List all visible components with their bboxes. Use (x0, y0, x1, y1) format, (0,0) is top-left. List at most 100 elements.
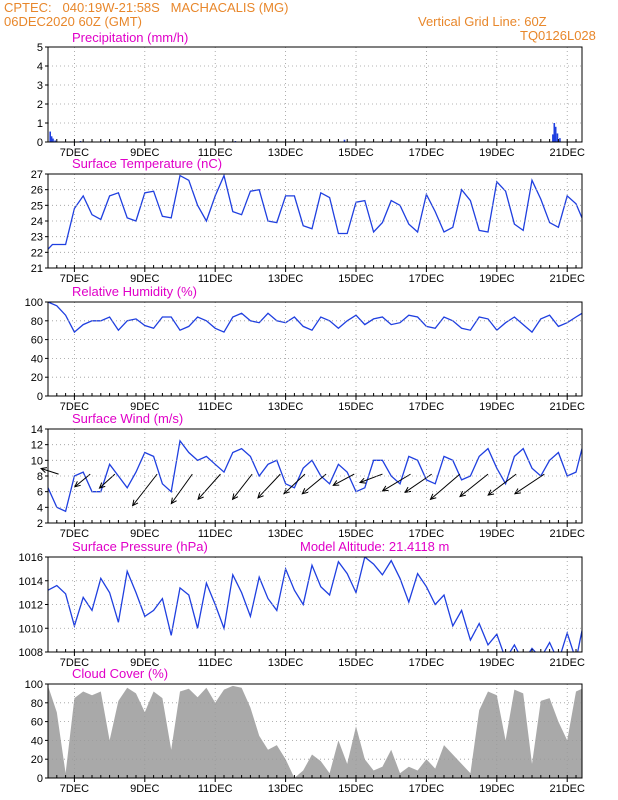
temperature-ytick-label: 24 (31, 216, 43, 228)
precipitation-ytick-label: 5 (37, 42, 43, 54)
humidity-ytick-label: 60 (31, 335, 43, 347)
pressure-xtick-label: 19DEC (479, 657, 515, 669)
wind-vector (333, 473, 355, 486)
precipitation-xtick-label: 17DEC (409, 147, 445, 159)
wind-vector (301, 473, 327, 495)
temperature-xtick-label: 17DEC (409, 273, 445, 285)
wind-vector-head (257, 492, 264, 499)
precipitation-title: Precipitation (mm/h) (72, 30, 188, 45)
wind-vector-head (170, 497, 177, 505)
wind-ytick-label: 4 (37, 502, 43, 514)
wind-vector (197, 473, 221, 500)
wind-xtick-label: 11DEC (198, 528, 233, 540)
precipitation-bar (343, 139, 346, 142)
humidity-title: Relative Humidity (%) (72, 284, 197, 299)
pressure-ytick-label: 1008 (19, 647, 43, 659)
cloud-xtick-label: 11DEC (198, 783, 233, 795)
cloud-ytick-label: 80 (31, 698, 43, 710)
wind-ytick-label: 6 (37, 487, 43, 499)
temperature-xtick-label: 11DEC (198, 273, 233, 285)
precipitation-frame (47, 46, 583, 143)
header-line1-left: CPTEC: 040:19W-21:58S MACHACALIS (MG) (4, 0, 289, 15)
wind-vector (430, 473, 461, 500)
wind-vector (74, 473, 91, 488)
precipitation-bar (559, 138, 561, 142)
temperature-ytick-label: 21 (31, 263, 43, 275)
precipitation-xtick-label: 19DEC (479, 147, 515, 159)
precipitation-ytick-label: 0 (37, 137, 43, 149)
wind-xtick-label: 7DEC (60, 528, 89, 540)
cloud-xtick-label: 15DEC (338, 783, 374, 795)
wind-xtick-label: 19DEC (479, 528, 515, 540)
wind-ytick-label: 10 (31, 455, 43, 467)
wind-vector-head (73, 481, 81, 488)
cloud-ytick-label: 100 (25, 679, 43, 691)
pressure-xtick-label: 17DEC (409, 657, 445, 669)
wind-vector (459, 473, 489, 497)
wind-vector-head (301, 488, 309, 495)
wind-vector-head (513, 488, 521, 495)
wind-vector-head (332, 480, 340, 486)
wind-vector-head (381, 485, 389, 492)
wind-ytick-label: 2 (37, 518, 43, 530)
cloud-xtick-label: 7DEC (60, 783, 89, 795)
precipitation-xtick-label: 9DEC (130, 147, 159, 159)
pressure-xtick-label: 15DEC (338, 657, 374, 669)
wind-vector-head (459, 490, 466, 498)
cloud-title: Cloud Cover (%) (72, 666, 168, 681)
precipitation-bar (554, 126, 557, 142)
temperature-xtick-label: 13DEC (268, 273, 304, 285)
cloud-xtick-label: 13DEC (268, 783, 304, 795)
precipitation-ytick-label: 4 (37, 61, 43, 73)
header-line2-right: TQ0126L028 (520, 28, 596, 43)
wind-vector-head (429, 493, 437, 501)
precipitation-bar (553, 123, 556, 142)
cloud-ytick-label: 0 (37, 773, 43, 785)
humidity-ytick-label: 20 (31, 372, 43, 384)
cloud-area (48, 685, 582, 778)
cloud-ytick-label: 60 (31, 717, 43, 729)
temperature-ytick-label: 22 (31, 247, 43, 259)
wind-vector-head (98, 482, 106, 489)
temperature-xtick-label: 21DEC (549, 273, 585, 285)
pressure-ytick-label: 1010 (19, 623, 43, 635)
cloud-xtick-label: 21DEC (549, 783, 585, 795)
cloud-ytick-label: 20 (31, 754, 43, 766)
wind-vector (283, 473, 306, 495)
wind-ytick-label: 8 (37, 471, 43, 483)
humidity-frame (47, 301, 583, 397)
pressure-ytick-label: 1016 (19, 552, 43, 564)
humidity-xtick-label: 7DEC (60, 401, 89, 413)
wind-vector-head (358, 477, 367, 484)
cloud-xtick-label: 19DEC (479, 783, 515, 795)
precipitation-bar (52, 138, 54, 142)
cloud-ytick-label: 40 (31, 735, 43, 747)
humidity-ytick-label: 80 (31, 316, 43, 328)
precipitation-ytick-label: 2 (37, 99, 43, 111)
precipitation-xtick-label: 11DEC (198, 147, 233, 159)
wind-vector (514, 473, 545, 495)
cloud-frame (47, 683, 583, 779)
humidity-ytick-label: 0 (37, 391, 43, 403)
wind-line (48, 439, 582, 513)
wind-vector (232, 473, 253, 500)
humidity-xtick-label: 15DEC (338, 401, 374, 413)
precipitation-bar (50, 136, 53, 142)
precipitation-bar (552, 134, 554, 142)
wind-vector (257, 473, 281, 499)
wind-xtick-label: 15DEC (338, 528, 374, 540)
pressure-xtick-label: 9DEC (130, 657, 159, 669)
temperature-title: Surface Temperature (nC) (72, 156, 222, 171)
wind-vector-head (39, 467, 48, 474)
wind-vector-head (487, 489, 495, 496)
pressure-xtick-label: 21DEC (549, 657, 585, 669)
humidity-xtick-label: 19DEC (479, 401, 515, 413)
pressure-ytick-label: 1012 (19, 600, 43, 612)
temperature-xtick-label: 9DEC (130, 273, 159, 285)
precipitation-ytick-label: 1 (37, 118, 43, 130)
pressure-xtick-label: 13DEC (268, 657, 304, 669)
pressure-title: Surface Pressure (hPa) (72, 539, 208, 554)
temperature-xtick-label: 15DEC (338, 273, 374, 285)
precipitation-ytick-label: 3 (37, 80, 43, 92)
humidity-ytick-label: 40 (31, 353, 43, 365)
